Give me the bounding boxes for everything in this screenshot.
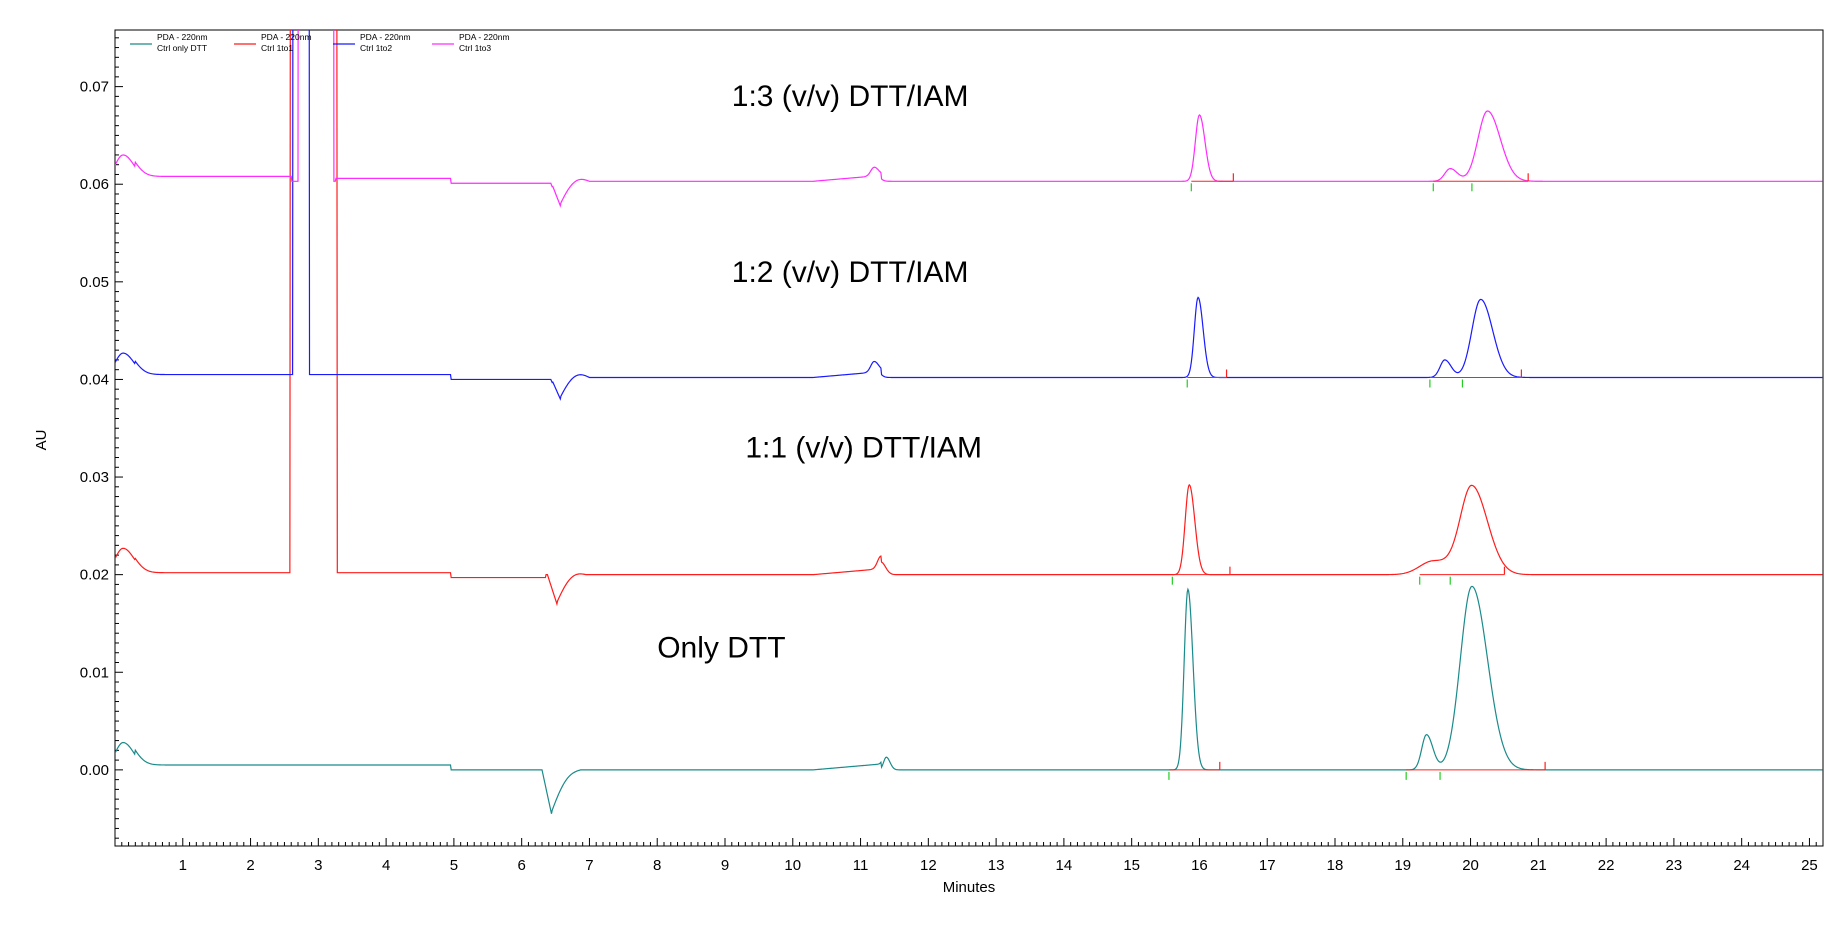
y-axis-title: AU [33, 430, 50, 451]
series-annotation: 1:1 (v/v) DTT/IAM [745, 432, 982, 465]
x-tick-label: 9 [721, 857, 729, 874]
legend-label-line1: PDA - 220nm [157, 32, 208, 42]
x-tick-label: 8 [653, 857, 661, 874]
tick-labels: 1 2 3 4 5 6 7 8 9 10 11 12 13 14 15 16 17 18 19 20 21 22 23 24 2… [80, 79, 1818, 874]
y-tick-label: 0.04 [80, 371, 109, 388]
series-group [115, 30, 1823, 814]
legend-label-line2: Ctrl 1to3 [459, 43, 491, 53]
series-line [115, 30, 1823, 607]
x-tick-label: 6 [517, 857, 525, 874]
x-tick-label: 10 [784, 857, 801, 874]
series-line [115, 30, 1823, 401]
x-tick-label: 3 [314, 857, 322, 874]
x-tick-label: 24 [1733, 857, 1750, 874]
annotations: 1:3 (v/v) DTT/IAM 1:2 (v/v) DTT/IAM 1:1 (v… [657, 80, 982, 664]
axis-ticks [114, 37, 1824, 846]
integration-markers [1168, 173, 1546, 780]
x-tick-label: 25 [1801, 857, 1818, 874]
x-tick-label: 18 [1327, 857, 1344, 874]
x-tick-label: 16 [1191, 857, 1208, 874]
x-tick-label: 11 [853, 857, 869, 874]
x-tick-label: 5 [450, 857, 458, 874]
y-tick-label: 0.05 [80, 274, 109, 291]
y-tick-label: 0.01 [80, 664, 109, 681]
y-tick-label: 0.06 [80, 176, 109, 193]
x-tick-label: 4 [382, 857, 390, 874]
series-line [115, 585, 1823, 814]
x-axis-title: Minutes [943, 879, 996, 896]
series-annotation: 1:2 (v/v) DTT/IAM [732, 256, 969, 289]
x-tick-label: 7 [585, 857, 593, 874]
legend-label-line2: Ctrl 1to2 [360, 43, 392, 53]
legend-label-line2: Ctrl only DTT [157, 43, 207, 53]
legend-label-line1: PDA - 220nm [360, 32, 411, 42]
series-line [115, 30, 1823, 208]
x-tick-label: 20 [1462, 857, 1479, 874]
y-tick-label: 0.02 [80, 567, 109, 584]
y-tick-label: 0.03 [80, 469, 109, 486]
legend-label-line1: PDA - 220nm [459, 32, 510, 42]
x-tick-label: 14 [1056, 857, 1073, 874]
x-tick-label: 12 [920, 857, 937, 874]
x-tick-label: 22 [1598, 857, 1615, 874]
series-annotation: Only DTT [657, 632, 785, 665]
x-tick-label: 17 [1259, 857, 1276, 874]
y-tick-label: 0.00 [80, 762, 109, 779]
legend-label-line1: PDA - 220nm [261, 32, 312, 42]
x-tick-label: 13 [988, 857, 1005, 874]
x-tick-label: 21 [1530, 857, 1547, 874]
legend-label-line2: Ctrl 1to1 [261, 43, 293, 53]
x-tick-label: 1 [179, 857, 187, 874]
x-tick-label: 2 [246, 857, 254, 874]
x-tick-label: 15 [1123, 857, 1140, 874]
series-annotation: 1:3 (v/v) DTT/IAM [732, 80, 969, 113]
x-tick-label: 23 [1666, 857, 1683, 874]
y-tick-label: 0.07 [80, 79, 109, 96]
x-tick-label: 19 [1394, 857, 1411, 874]
